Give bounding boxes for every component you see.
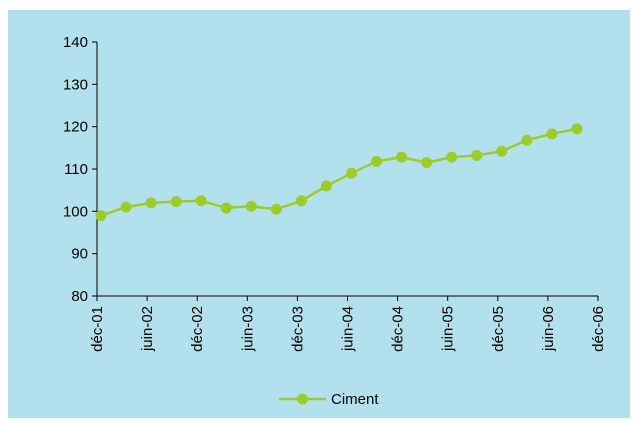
data-point [320,180,332,192]
data-point [471,149,483,161]
data-point [446,151,458,163]
data-point [245,200,257,212]
data-point [346,167,357,179]
x-tick-label: juin-03 [239,306,256,352]
data-point [145,197,157,209]
data-point [396,151,408,163]
data-point [270,203,282,215]
x-axis: déc-01 juin-02 déc-02 juin-03 déc-03 juin-04 d… [89,295,607,352]
x-tick-label: juin-02 [139,306,156,352]
y-axis: 80 90 100 110 120 130 140 [63,34,98,305]
data-point [120,201,132,213]
y-tick-label: 80 [71,288,88,305]
x-tick-label: déc-03 [289,306,306,352]
data-point [170,196,182,208]
y-tick-label: 100 [63,203,88,220]
x-tick-label: juin-06 [540,306,557,352]
x-tick-label: juin-04 [340,306,357,352]
x-tick-label: déc-01 [89,306,106,352]
data-point [496,145,508,157]
line-chart: 80 90 100 110 120 130 140 déc-01 juin-02 déc-02 j… [63,34,607,408]
legend-label: Ciment [331,391,379,408]
x-tick-label: juin-05 [440,306,457,352]
legend-dot-marker [297,393,308,405]
x-tick-label: déc-02 [189,306,206,352]
data-point [95,210,107,222]
legend: Ciment [279,391,379,408]
data-point [295,195,307,207]
data-point [521,134,533,146]
y-tick-label: 90 [71,246,88,263]
data-point [220,202,232,214]
x-tick-label: déc-04 [390,306,407,352]
series-ciment [95,123,583,222]
x-tick-label: déc-06 [590,306,607,352]
data-point [421,157,433,169]
data-point [371,155,383,167]
y-tick-label: 130 [63,76,88,93]
data-point [546,128,558,140]
y-tick-label: 140 [63,34,88,51]
y-tick-label: 120 [63,119,88,136]
data-point [195,195,207,207]
chart-area: 80 90 100 110 120 130 140 déc-01 juin-02 déc-02 j… [8,10,630,418]
y-tick-label: 110 [64,161,88,178]
data-point [571,123,583,135]
x-tick-label: déc-05 [490,306,507,352]
